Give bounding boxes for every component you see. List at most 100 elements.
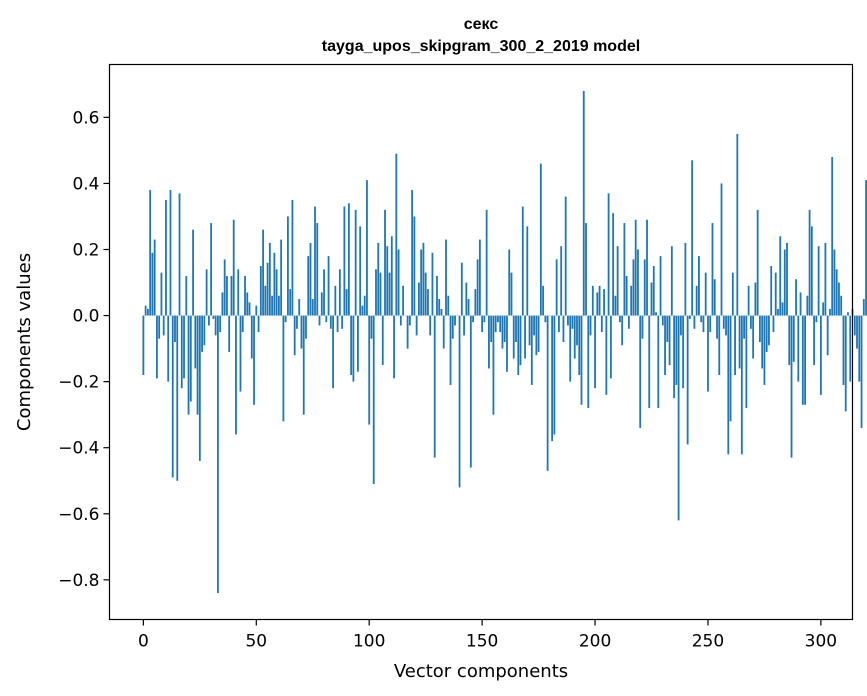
bar-167 [519,315,522,366]
bar-67 [293,315,296,356]
bar-117 [406,315,409,349]
bar-121 [415,315,418,336]
bar-123 [420,249,423,316]
bar-0 [142,315,145,376]
bar-104 [377,242,380,316]
bar-208 [612,213,615,316]
bar-224 [648,315,651,409]
bar-187 [564,196,567,316]
bar-83 [329,315,332,329]
bar-103 [375,269,377,316]
bar-72 [305,315,307,339]
bar-184 [558,315,560,333]
bar-260 [729,315,732,422]
x-tick-label-250: 250 [692,632,724,652]
bar-235 [673,315,675,399]
bar-125 [424,272,427,316]
bar-52 [259,266,262,316]
bar-76 [314,206,316,316]
x-axis-ticks: 0 50 100 150 200 250 300 [138,619,837,652]
bar-140 [458,315,461,488]
bar-196 [585,223,587,316]
bar-143 [465,282,468,316]
bar-198 [589,315,592,336]
bar-227 [655,312,657,316]
bar-245 [695,285,698,316]
bar-216 [630,285,633,316]
bar-113 [397,249,400,316]
bar-281 [777,308,779,316]
bar-179 [546,315,549,471]
bar-240 [684,242,687,316]
bar-242 [688,315,691,319]
bar-176 [539,163,542,316]
bar-122 [417,282,420,316]
bar-60 [277,295,280,316]
bar-183 [555,259,558,316]
bar-71 [302,315,305,415]
bar-153 [488,315,490,369]
bar-50 [255,305,258,316]
bar-79 [320,292,323,316]
bar-110 [390,236,393,316]
y-tick-label-6: 0.4 [72,174,99,194]
bar-214 [625,275,628,316]
bar-22 [192,229,194,316]
bar-274 [761,315,764,369]
bar-162 [508,249,511,316]
bar-48 [250,315,253,359]
bar-154 [490,315,493,342]
bar-11 [167,315,170,382]
bar-152 [485,209,488,316]
bar-114 [399,315,402,326]
bar-231 [664,315,666,376]
bar-163 [510,272,513,316]
bar-292 [801,315,804,405]
bar-178 [544,315,547,323]
bar-170 [526,226,529,316]
bar-23 [194,315,197,369]
bar-77 [316,223,319,316]
bar-57 [271,295,274,316]
bar-132 [440,308,443,316]
bar-166 [517,315,520,376]
bar-161 [506,315,508,372]
bar-199 [591,285,594,316]
bar-62 [282,315,285,422]
bar-264 [738,315,741,369]
bar-12 [169,190,172,316]
bar-74 [309,242,312,316]
bar-35 [221,292,224,316]
bar-265 [740,315,743,455]
bar-26 [201,315,203,352]
bar-20 [187,315,190,415]
bar-147 [474,289,477,316]
bar-120 [413,216,416,316]
bar-56 [268,242,271,316]
bar-210 [616,246,619,316]
bar-243 [691,160,694,316]
bar-246 [698,256,700,316]
y-tick-label-5: 0.2 [72,241,99,261]
bar-86 [336,315,339,333]
bar-312 [847,312,849,316]
y-tick-label-1: −0.6 [58,505,99,525]
bar-319 [862,299,865,316]
bar-225 [650,282,653,316]
bar-29 [207,315,210,326]
bar-269 [749,315,752,329]
bar-111 [393,315,395,379]
bar-36 [223,259,226,316]
bar-157 [497,315,499,323]
y-tick-label-7: 0.6 [72,108,99,128]
bar-15 [176,315,179,481]
bar-315 [853,315,856,336]
bar-263 [736,133,739,316]
bar-149 [478,239,481,316]
bar-150 [481,315,484,333]
bar-90 [345,289,348,316]
bar-6 [156,315,158,379]
bar-42 [237,269,240,316]
bar-252 [711,223,714,316]
bar-313 [849,315,852,382]
